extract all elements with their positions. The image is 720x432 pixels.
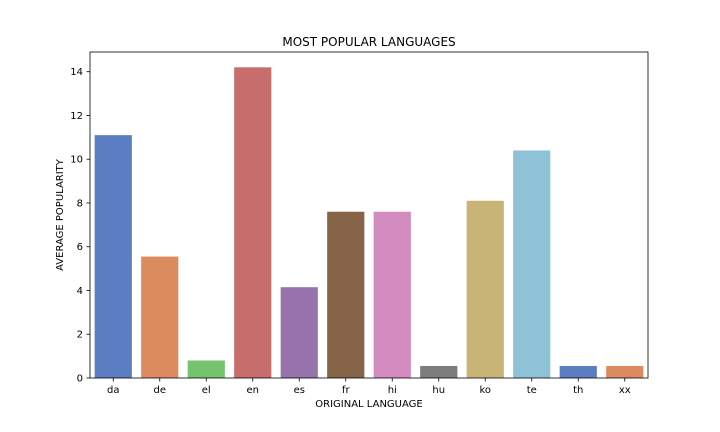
- bar-ko: [466, 200, 504, 378]
- bar-da: [94, 135, 132, 378]
- bar-el: [187, 360, 225, 378]
- y-tick-label: 12: [70, 111, 83, 122]
- bar-hu: [420, 365, 458, 378]
- y-axis: 0 2 4 6 8 10 12 14: [70, 67, 90, 385]
- bar-te: [513, 150, 551, 378]
- x-tick-label: xx: [619, 385, 631, 396]
- x-tick-label: fr: [342, 385, 351, 396]
- bars-group: [94, 67, 644, 379]
- bar-de: [141, 256, 179, 378]
- bar-xx: [606, 365, 644, 378]
- bar-hi: [373, 211, 411, 378]
- x-tick-label: da: [107, 385, 119, 396]
- x-tick-label: hi: [388, 385, 397, 396]
- x-tick-label: hu: [432, 385, 445, 396]
- chart-title: MOST POPULAR LANGUAGES: [282, 35, 455, 49]
- x-tick-label: th: [573, 385, 583, 396]
- y-tick-label: 4: [77, 286, 83, 297]
- y-tick-label: 14: [70, 67, 83, 78]
- x-tick-label: el: [202, 385, 211, 396]
- bar-en: [234, 67, 272, 379]
- y-tick-label: 8: [77, 198, 83, 209]
- x-tick-label: te: [527, 385, 537, 396]
- x-axis: da de el en es fr hi hu ko te th xx: [107, 378, 631, 396]
- x-tick-label: ko: [479, 385, 491, 396]
- y-tick-label: 2: [77, 330, 83, 341]
- y-axis-label: AVERAGE POPULARITY: [55, 158, 66, 271]
- y-tick-label: 0: [77, 374, 83, 385]
- bar-th: [559, 365, 597, 378]
- x-tick-label: en: [247, 385, 260, 396]
- bar-es: [280, 287, 318, 378]
- x-axis-label: ORIGINAL LANGUAGE: [315, 399, 422, 410]
- y-tick-label: 10: [70, 155, 83, 166]
- plot-frame: [89, 51, 649, 379]
- x-tick-label: de: [154, 385, 167, 396]
- bar-fr: [327, 211, 365, 378]
- x-tick-label: es: [294, 385, 305, 396]
- y-tick-label: 6: [77, 242, 83, 253]
